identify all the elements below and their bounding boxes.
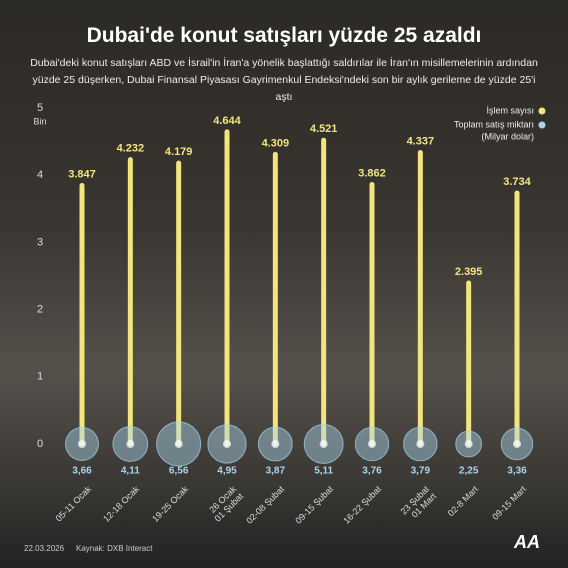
bubble-center bbox=[368, 440, 376, 448]
title: Dubai'de konut satışları yüzde 25 azaldı bbox=[86, 24, 482, 47]
bubble-value-label: 5,11 bbox=[314, 466, 333, 477]
source: Kaynak: DXB Interact bbox=[76, 544, 153, 553]
y-tick-label: 1 bbox=[37, 371, 43, 383]
legend-swatch bbox=[538, 121, 546, 129]
y-tick-label: 2 bbox=[37, 304, 43, 316]
bubble-center bbox=[271, 440, 280, 448]
bar-value-label: 4.232 bbox=[117, 143, 145, 155]
bubble-center bbox=[223, 440, 231, 448]
bubble-value-label: 3,76 bbox=[362, 466, 382, 477]
legend-unit: (Milyar dolar) bbox=[481, 131, 534, 141]
y-tick-label: 5 bbox=[37, 102, 43, 114]
bubble-center bbox=[513, 440, 521, 448]
y-tick-label: 0 bbox=[37, 438, 43, 450]
y-tick-label: 4 bbox=[37, 169, 43, 181]
bar-value-label: 3.847 bbox=[68, 168, 96, 180]
bar-value-label: 4.644 bbox=[213, 115, 241, 127]
bubble-value-label: 3,79 bbox=[411, 466, 431, 477]
bar-value-label: 4.179 bbox=[165, 146, 193, 158]
bar-value-label: 4.309 bbox=[262, 137, 290, 149]
bubble-center bbox=[126, 440, 135, 448]
subtitle: Dubai'deki konut satışları ABD ve İsrail… bbox=[30, 57, 538, 103]
bubble-value-label: 3,87 bbox=[266, 466, 286, 477]
legend-label: İşlem sayısı bbox=[486, 105, 534, 115]
bubble-value-label: 3,36 bbox=[507, 466, 527, 477]
bubble-value-label: 4,95 bbox=[217, 466, 237, 477]
bubble-value-label: 2,25 bbox=[459, 466, 479, 477]
bubble-center bbox=[78, 440, 86, 448]
legend-label: Toplam satış miktarı bbox=[454, 119, 534, 129]
bar-value-label: 3.862 bbox=[358, 167, 386, 179]
bar-value-label: 2.395 bbox=[455, 266, 483, 278]
bubble-center bbox=[174, 440, 183, 448]
bubble-center bbox=[416, 440, 425, 448]
bubble-value-label: 6,56 bbox=[169, 466, 189, 477]
legend-swatch bbox=[538, 107, 546, 115]
logo: AA bbox=[514, 532, 540, 552]
bar-value-label: 4.337 bbox=[407, 135, 435, 147]
date: 22.03.2026 bbox=[24, 544, 65, 553]
bubble-value-label: 4,11 bbox=[121, 466, 140, 477]
bubble-center bbox=[464, 440, 473, 448]
y-tick-label: 3 bbox=[37, 236, 43, 248]
bar-value-label: 3.734 bbox=[503, 176, 531, 188]
y-axis-label: Bin bbox=[33, 116, 46, 126]
bubble-value-label: 3,66 bbox=[72, 466, 92, 477]
bubble-center bbox=[319, 440, 328, 448]
bar-value-label: 4.521 bbox=[310, 123, 338, 135]
